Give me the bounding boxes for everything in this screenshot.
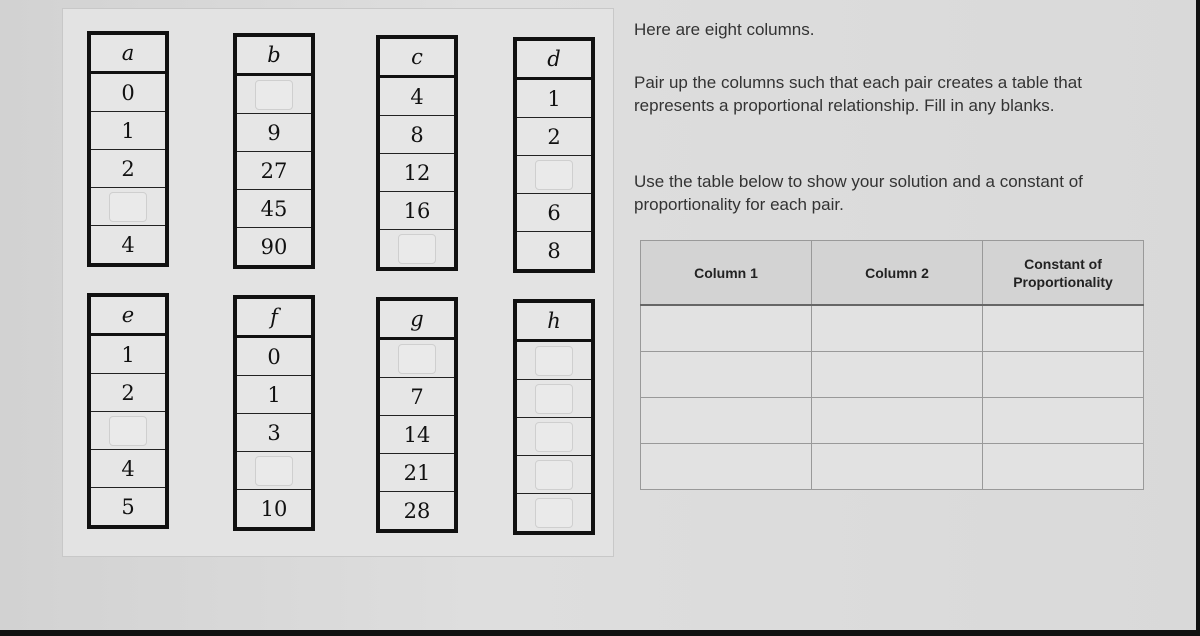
column-cell: 3 <box>237 413 311 451</box>
column-header: e <box>91 297 165 336</box>
column-header: h <box>517 303 591 342</box>
column-cell: 0 <box>121 80 135 105</box>
column-cell <box>517 493 591 531</box>
blank-input[interactable] <box>535 159 573 190</box>
answer-cell-column-1[interactable] <box>640 304 812 352</box>
answer-cell-constant[interactable] <box>982 397 1144 444</box>
column-cell <box>237 451 311 489</box>
answer-cell-constant[interactable] <box>982 351 1144 398</box>
answer-row <box>640 397 1144 444</box>
column-cell: 4 <box>91 449 165 487</box>
column-cell: 8 <box>517 231 591 269</box>
column-cell: 16 <box>380 191 454 229</box>
column-table-b: b 9 27 45 90 <box>233 33 315 269</box>
blank-input[interactable] <box>535 383 573 414</box>
columns-panel: a 0 1 2 4 b 9 27 45 90 c 4 8 12 16 d 1 2 6 8 e 1 2 4 5 f 0 1 3 10 g 7 14… <box>62 8 614 557</box>
blank-input[interactable] <box>535 345 573 376</box>
answer-cell-column-1[interactable] <box>640 397 812 444</box>
blank-input[interactable] <box>535 421 573 452</box>
blank-input[interactable] <box>255 455 293 486</box>
intro-text: Here are eight columns. <box>634 20 815 39</box>
column-table-g: g 7 14 21 28 <box>376 297 458 533</box>
column-cell: 27 <box>237 151 311 189</box>
column-header: c <box>380 39 454 78</box>
column-cell: 1 <box>547 86 561 111</box>
answer-cell-column-2[interactable] <box>811 351 983 398</box>
column-cell: 0 <box>267 344 281 369</box>
header-column-2: Column 2 <box>811 240 983 306</box>
column-cell: 2 <box>91 149 165 187</box>
answer-cell-column-2[interactable] <box>811 443 983 490</box>
answer-cell-column-2[interactable] <box>811 397 983 444</box>
column-cell <box>517 155 591 193</box>
column-header: a <box>91 35 165 74</box>
task-text: Pair up the columns such that each pair … <box>634 73 1082 115</box>
header-column-1: Column 1 <box>640 240 812 306</box>
column-cell: 4 <box>91 225 165 263</box>
column-cell <box>380 229 454 267</box>
column-cell <box>91 187 165 225</box>
blank-input[interactable] <box>535 459 573 490</box>
column-header: d <box>517 41 591 80</box>
column-cell: 21 <box>380 453 454 491</box>
blank-input[interactable] <box>109 191 147 222</box>
answer-cell-constant[interactable] <box>982 304 1144 352</box>
column-cell: 5 <box>91 487 165 525</box>
column-cell: 7 <box>380 377 454 415</box>
answer-cell-column-1[interactable] <box>640 443 812 490</box>
column-cell: 8 <box>380 115 454 153</box>
answer-cell-constant[interactable] <box>982 443 1144 490</box>
column-cell: 45 <box>237 189 311 227</box>
column-table-f: f 0 1 3 10 <box>233 295 315 531</box>
column-header: b <box>237 37 311 76</box>
column-cell: 28 <box>380 491 454 529</box>
column-cell: 9 <box>237 113 311 151</box>
table-note-text: Use the table below to show your solutio… <box>634 172 1083 214</box>
column-cell: 6 <box>517 193 591 231</box>
header-constant: Constant of Proportionality <box>982 240 1144 306</box>
column-table-c: c 4 8 12 16 <box>376 35 458 271</box>
column-cell: 2 <box>91 373 165 411</box>
column-cell: 14 <box>380 415 454 453</box>
answer-cell-column-1[interactable] <box>640 351 812 398</box>
blank-input[interactable] <box>109 415 147 446</box>
column-cell: 10 <box>237 489 311 527</box>
column-cell <box>517 417 591 455</box>
blank-input[interactable] <box>398 233 436 264</box>
column-cell <box>380 340 454 377</box>
blank-input[interactable] <box>535 497 573 528</box>
column-cell <box>91 411 165 449</box>
answer-row <box>640 443 1144 490</box>
answer-row <box>640 304 1144 352</box>
column-cell <box>237 76 311 113</box>
column-cell: 4 <box>410 84 424 109</box>
column-cell <box>517 342 591 379</box>
column-cell: 1 <box>91 111 165 149</box>
column-cell <box>517 455 591 493</box>
column-cell <box>517 379 591 417</box>
column-table-h: h <box>513 299 595 535</box>
column-header: f <box>237 299 311 338</box>
column-cell: 1 <box>237 375 311 413</box>
answer-row <box>640 351 1144 398</box>
answer-table: Column 1 Column 2 Constant of Proportion… <box>640 240 1144 490</box>
answer-cell-column-2[interactable] <box>811 304 983 352</box>
blank-input[interactable] <box>398 343 436 374</box>
column-cell: 12 <box>380 153 454 191</box>
column-cell: 1 <box>121 342 135 367</box>
column-cell: 90 <box>237 227 311 265</box>
column-cell: 2 <box>517 117 591 155</box>
blank-input[interactable] <box>255 79 293 110</box>
column-header: g <box>380 301 454 340</box>
